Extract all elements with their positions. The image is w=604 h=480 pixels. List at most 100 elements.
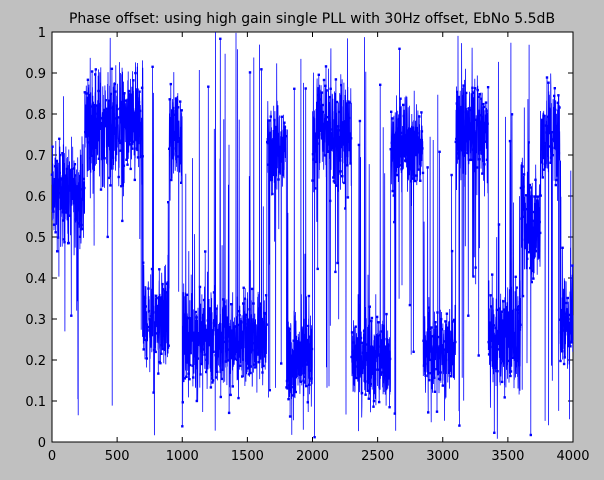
data-point: [273, 150, 277, 153]
data-point: [177, 155, 180, 158]
data-point: [424, 374, 427, 377]
data-point: [306, 401, 309, 404]
data-point: [324, 84, 327, 87]
data-point: [337, 135, 341, 139]
data-point: [227, 335, 230, 338]
data-point: [553, 87, 556, 90]
data-point: [560, 350, 564, 353]
data-point: [160, 344, 164, 347]
data-point: [145, 338, 148, 342]
data-point: [335, 100, 339, 104]
data-point: [521, 294, 525, 298]
data-point: [57, 192, 60, 195]
data-point: [518, 328, 522, 331]
data-point: [390, 110, 393, 113]
data-point: [165, 319, 168, 322]
data-point: [427, 306, 430, 309]
data-point: [234, 325, 238, 328]
data-point: [329, 87, 332, 90]
data-point: [284, 135, 288, 138]
data-point: [124, 99, 128, 102]
data-point: [63, 208, 67, 211]
data-point: [387, 344, 390, 347]
data-point: [480, 97, 483, 100]
data-point: [78, 192, 81, 196]
data-point: [231, 385, 234, 388]
data-point: [73, 189, 76, 192]
data-point: [77, 182, 81, 185]
data-point: [207, 321, 210, 324]
data-point: [425, 342, 429, 345]
data-point: [419, 139, 423, 143]
data-point: [485, 158, 489, 161]
data-point: [331, 128, 334, 131]
data-point: [175, 99, 179, 102]
data-point: [358, 119, 362, 123]
data-point: [385, 378, 389, 381]
data-point: [295, 374, 298, 377]
data-point: [117, 175, 120, 179]
data-point: [405, 137, 408, 141]
data-point: [305, 342, 308, 345]
data-point: [432, 361, 435, 364]
data-point: [467, 314, 470, 317]
data-point: [248, 71, 252, 74]
data-point: [537, 215, 540, 218]
data-point: [336, 125, 340, 128]
data-point: [126, 144, 130, 147]
data-point: [181, 425, 184, 428]
data-point: [566, 296, 569, 300]
data-point: [450, 173, 453, 177]
data-point: [98, 102, 101, 106]
data-point: [493, 366, 496, 370]
data-point: [99, 127, 102, 130]
x-tick-label: 1500: [231, 449, 264, 464]
data-point: [562, 313, 565, 316]
data-point: [56, 250, 59, 253]
data-point: [522, 173, 526, 176]
data-point: [442, 344, 445, 347]
data-point: [328, 122, 331, 125]
data-point: [439, 371, 442, 374]
data-point: [455, 137, 458, 141]
data-point: [161, 282, 164, 286]
data-point: [198, 285, 202, 289]
data-point: [535, 201, 539, 204]
data-point: [546, 129, 549, 132]
data-point: [229, 340, 232, 343]
data-point: [154, 350, 157, 354]
data-point: [343, 146, 346, 149]
data-point: [523, 215, 526, 218]
data-point: [276, 148, 279, 152]
data-point: [449, 375, 453, 378]
data-point: [375, 352, 378, 355]
data-point: [201, 348, 205, 351]
data-point: [340, 126, 343, 130]
data-point: [411, 136, 415, 139]
data-point: [471, 148, 475, 151]
data-point: [317, 73, 320, 76]
data-point: [337, 129, 340, 132]
data-point: [358, 374, 361, 377]
data-point: [437, 351, 440, 354]
data-point: [556, 101, 560, 104]
data-point: [495, 308, 499, 312]
data-point: [57, 236, 60, 239]
data-point: [436, 335, 440, 339]
data-point: [507, 359, 511, 363]
data-point: [259, 344, 263, 347]
data-point: [327, 150, 330, 153]
data-point: [143, 299, 146, 302]
data-point: [448, 342, 451, 345]
data-point: [523, 238, 527, 241]
data-point: [294, 390, 297, 394]
data-point: [508, 139, 512, 143]
data-point: [187, 372, 190, 375]
data-point: [183, 377, 187, 380]
data-point: [97, 157, 101, 160]
data-point: [502, 300, 505, 303]
data-point: [295, 361, 299, 364]
data-point: [362, 345, 365, 348]
data-point: [54, 231, 57, 234]
